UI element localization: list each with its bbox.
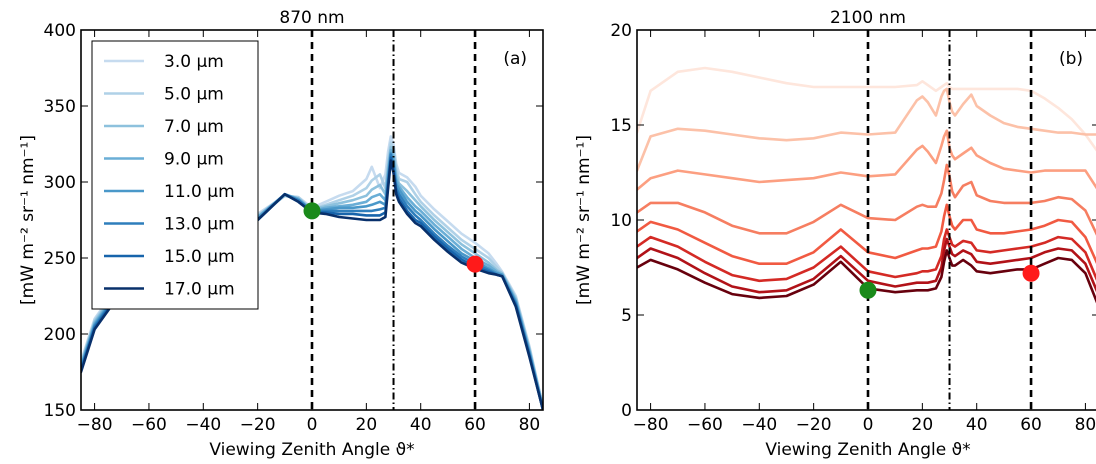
series-line-4 [637, 163, 1096, 236]
legend-label: 17.0 μm [164, 280, 235, 300]
panel-label: (b) [1059, 49, 1083, 69]
y-tick-label: 0 [621, 401, 632, 421]
red-marker [1022, 264, 1040, 282]
panel-a: −80 −60 −40 −20 0 20 40 60 80 150 200 250 300 350 400 8… [18, 8, 544, 460]
x-axis-title: Viewing Zenith Angle ϑ* [209, 440, 414, 460]
y-tick-label: 200 [44, 325, 76, 345]
x-tick-label: −80 [77, 415, 113, 435]
x-tick-label: 80 [519, 415, 541, 435]
legend-label: 7.0 μm [164, 117, 224, 137]
y-tick-label: 15 [610, 116, 632, 136]
x-axis-title: Viewing Zenith Angle ϑ* [765, 440, 970, 460]
x-tick-label: 20 [356, 415, 378, 435]
y-tick-label: 400 [44, 21, 76, 41]
green-marker [859, 281, 877, 299]
legend-box [91, 40, 259, 310]
legend-label: 15.0 μm [164, 247, 235, 267]
legend-label: 5.0 μm [164, 85, 224, 105]
x-tick-label: 40 [966, 415, 988, 435]
x-tick-label: 60 [1020, 415, 1042, 435]
y-axis-title: [mW m⁻² sr⁻¹ nm⁻¹] [574, 135, 594, 305]
x-tick-label: −60 [687, 415, 723, 435]
x-tick-label: 80 [1075, 415, 1096, 435]
x-tick-label: 0 [863, 415, 874, 435]
series-line-7 [637, 237, 1096, 294]
legend-label: 3.0 μm [164, 52, 224, 72]
series-line-6 [637, 228, 1096, 283]
series-line-5 [637, 203, 1096, 265]
legend-label: 11.0 μm [164, 182, 235, 202]
y-axis-title: [mW m⁻² sr⁻¹ nm⁻¹] [18, 135, 38, 305]
y-tick-label: 5 [621, 306, 632, 326]
legend-label: 13.0 μm [164, 215, 235, 235]
legend: 3.0 μm 5.0 μm 7.0 μm 9.0 μm 11.0 μm 13.0 μm 15… [91, 40, 259, 310]
panel-label: (a) [503, 49, 527, 69]
x-tick-label: 60 [464, 415, 486, 435]
plot-area [637, 30, 1096, 410]
x-tick-label: −40 [741, 415, 777, 435]
legend-label: 9.0 μm [164, 150, 224, 170]
plot-content [637, 30, 1096, 410]
x-tick-label: 0 [307, 415, 318, 435]
x-tick-label: −40 [185, 415, 221, 435]
x-tick-label: −80 [633, 415, 669, 435]
y-tick-label: 20 [610, 21, 632, 41]
panel-title: 870 nm [279, 8, 344, 28]
y-tick-label: 250 [44, 249, 76, 269]
green-marker [303, 202, 321, 220]
y-tick-label: 150 [44, 401, 76, 421]
x-tick-label: −20 [240, 415, 276, 435]
x-tick-label: 40 [410, 415, 432, 435]
y-tick-label: 350 [44, 97, 76, 117]
series-line-1 [637, 66, 1096, 152]
y-tick-label: 10 [610, 211, 632, 231]
x-tick-label: −20 [796, 415, 832, 435]
x-tick-label: 20 [912, 415, 934, 435]
y-tick-label: 300 [44, 173, 76, 193]
x-tick-label: −60 [131, 415, 167, 435]
red-marker [466, 255, 484, 273]
panel-title: 2100 nm [830, 8, 906, 28]
panel-b: −80 −60 −40 −20 0 20 40 60 80 0 5 10 15 20 2100 nm (b) V… [574, 8, 1096, 460]
series-line-3 [637, 129, 1096, 191]
series-line-2 [637, 87, 1096, 172]
